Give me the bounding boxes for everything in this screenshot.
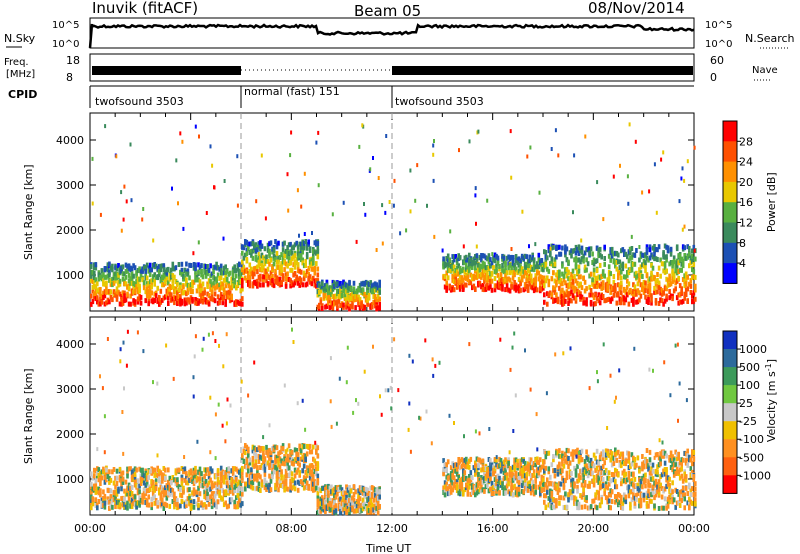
freq-label: Freq. bbox=[4, 57, 29, 68]
x-tick-label: 12:00 bbox=[376, 522, 408, 535]
y-tick-label: 1000 bbox=[56, 473, 84, 486]
nsky-trace bbox=[88, 23, 695, 49]
colorbar-label: Velocity [m s-1] bbox=[764, 359, 778, 442]
colorbar-tick-label: -1000 bbox=[739, 469, 771, 482]
scatter-cells bbox=[90, 122, 697, 312]
y-tick-label: 4000 bbox=[56, 134, 84, 147]
colorbar-swatch bbox=[723, 202, 737, 223]
nsky-tick-low: 10^0 bbox=[52, 39, 79, 50]
station-title: Inuvik (fitACF) bbox=[92, 0, 198, 17]
cpid-segment-3: twofsound 3503 bbox=[395, 95, 484, 108]
freq-panel: Freq. [MHz] 18 8 60 0 Nave bbox=[4, 53, 778, 84]
freq-tick-low: 8 bbox=[66, 71, 73, 84]
scatter-cells bbox=[90, 327, 697, 516]
date-title: 08/Nov/2014 bbox=[588, 0, 685, 17]
y-axis-label: Slant Range [km] bbox=[22, 164, 35, 260]
colorbar-tick-label: 16 bbox=[739, 196, 753, 209]
colorbar-label: Power [dB] bbox=[765, 172, 778, 232]
nsky-label: N.Sky bbox=[4, 32, 36, 45]
cpid-row: CPID twofsound 3503 normal (fast) 151 tw… bbox=[8, 85, 694, 108]
colorbar-tick-label: 12 bbox=[739, 216, 753, 229]
cpid-label: CPID bbox=[8, 88, 37, 101]
colorbar-tick-label: 1000 bbox=[739, 343, 767, 356]
colorbar-tick-label: -100 bbox=[739, 433, 764, 446]
nsearch-label: N.Search bbox=[745, 32, 795, 45]
nsearch-tick-high: 10^5 bbox=[705, 20, 732, 31]
freq-tick-high: 18 bbox=[66, 54, 80, 67]
nave-tick-low: 0 bbox=[710, 71, 717, 84]
colorbar-swatch bbox=[723, 141, 737, 163]
y-tick-label: 2000 bbox=[56, 428, 84, 441]
y-tick-label: 3000 bbox=[56, 179, 84, 192]
x-tick-label: 16:00 bbox=[477, 522, 509, 535]
colorbar-tick-label: 25 bbox=[739, 397, 753, 410]
beam-title: Beam 05 bbox=[354, 2, 421, 20]
colorbar-swatch bbox=[723, 457, 737, 476]
x-tick-label: 08:00 bbox=[275, 522, 307, 535]
colorbar-swatch bbox=[723, 475, 737, 494]
cpid-segment-1: twofsound 3503 bbox=[95, 95, 184, 108]
colorbar-swatch bbox=[723, 403, 737, 422]
colorbar-tick-label: 28 bbox=[739, 135, 753, 148]
nsearch-tick-low: 10^0 bbox=[705, 39, 732, 50]
colorbar-tick-label: 100 bbox=[739, 379, 760, 392]
colorbar-swatch bbox=[723, 181, 737, 203]
freq-band-1 bbox=[92, 66, 241, 75]
colorbar-swatch bbox=[723, 121, 737, 142]
power-panel: 1000 2000 3000 4000 Slant Range [km] 28 24 20 16… bbox=[22, 112, 778, 312]
x-tick-label: 20:00 bbox=[577, 522, 609, 535]
colorbar-swatch bbox=[723, 367, 737, 386]
x-tick-label: 00:00 bbox=[678, 522, 710, 535]
y-axis-label: Slant Range [km] bbox=[22, 368, 35, 464]
colorbar-tick-label: -500 bbox=[739, 451, 764, 464]
colorbar-swatch bbox=[723, 349, 737, 368]
nave-tick-high: 60 bbox=[710, 54, 724, 67]
x-tick-label: 04:00 bbox=[175, 522, 207, 535]
colorbar-swatch bbox=[723, 222, 737, 244]
velocity-panel: 1000 2000 3000 4000 Slant Range [km] 1000 500 1… bbox=[22, 316, 778, 535]
cpid-segment-2: normal (fast) 151 bbox=[244, 85, 340, 98]
colorbar-swatch bbox=[723, 421, 737, 440]
colorbar-swatch bbox=[723, 161, 737, 183]
colorbar-swatch bbox=[723, 331, 737, 350]
x-tick-label: 00:00 bbox=[74, 522, 106, 535]
colorbar-swatch bbox=[723, 439, 737, 458]
colorbar-tick-label: 20 bbox=[739, 176, 753, 189]
nsky-tick-high: 10^5 bbox=[52, 20, 79, 31]
colorbar-frame bbox=[722, 330, 738, 494]
freq-band-3 bbox=[392, 66, 693, 75]
y-tick-label: 2000 bbox=[56, 224, 84, 237]
nsky-panel: N.Sky 10^5 10^0 10^5 10^0 N.Search bbox=[4, 17, 795, 50]
colorbar-tick-label: 8 bbox=[739, 237, 746, 250]
colorbar-tick-label: 24 bbox=[739, 156, 753, 169]
time-axis-label: Time UT bbox=[365, 542, 411, 554]
y-tick-label: 4000 bbox=[56, 338, 84, 351]
colorbar-swatch bbox=[723, 242, 737, 264]
colorbar-swatch bbox=[723, 263, 737, 284]
colorbar-tick-label: 500 bbox=[739, 361, 760, 374]
y-tick-label: 3000 bbox=[56, 383, 84, 396]
colorbar-tick-label: 4 bbox=[739, 257, 746, 270]
colorbar-tick-label: -25 bbox=[739, 415, 757, 428]
colorbar-swatch bbox=[723, 385, 737, 404]
freq-unit: [MHz] bbox=[6, 69, 35, 80]
y-tick-label: 1000 bbox=[56, 269, 84, 282]
nave-label: Nave bbox=[752, 65, 778, 76]
